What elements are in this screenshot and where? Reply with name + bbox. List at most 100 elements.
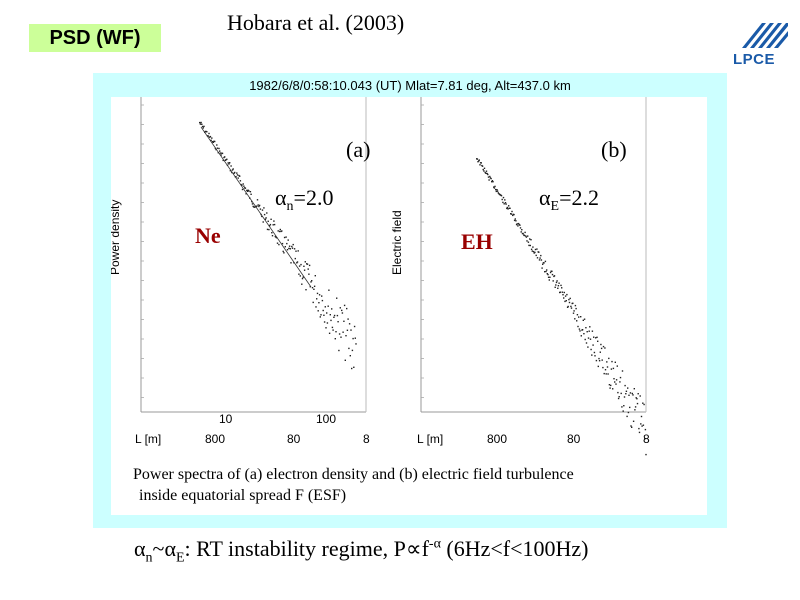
spectrum-point <box>318 302 320 304</box>
spectrum-point <box>308 273 310 275</box>
spectrum-point <box>625 393 627 395</box>
spectrum-point <box>274 235 276 238</box>
spectrum-point <box>268 228 270 231</box>
spectrum-point <box>624 384 626 387</box>
spectrum-point <box>620 392 622 395</box>
spectrum-point <box>212 141 214 143</box>
spectrum-point <box>284 246 286 248</box>
spectrum-point <box>249 191 252 193</box>
spectrum-point <box>599 351 601 353</box>
spectrum-point <box>621 406 623 408</box>
spectrum-point <box>323 314 325 316</box>
spectrum-point <box>263 213 266 216</box>
spectrum-point <box>298 265 301 267</box>
spectrum-point <box>615 379 618 381</box>
spectrum-point <box>540 259 543 261</box>
plot-b: Electric field (b) αE=2.2 EH L [m] 800 8… <box>390 97 650 456</box>
spectrum-point <box>601 359 603 361</box>
spectrum-point <box>614 361 616 363</box>
spectrum-point <box>279 228 281 231</box>
spectrum-point <box>547 273 549 276</box>
spectrum-point <box>627 411 630 414</box>
spectrum-point <box>479 162 482 164</box>
spectrum-point <box>576 320 578 322</box>
spectrum-point <box>589 326 591 328</box>
spectrum-point <box>604 369 607 371</box>
spectrum-point <box>251 200 253 203</box>
spectrum-point <box>200 121 202 124</box>
spectrum-point <box>634 409 636 411</box>
spectrum-point <box>342 331 344 333</box>
spectrum-point <box>313 288 315 290</box>
spectrum-point <box>266 212 268 214</box>
spectrum-point <box>610 368 613 370</box>
spectrum-point <box>224 159 227 161</box>
spectrum-point <box>306 263 309 265</box>
svg-text:100: 100 <box>316 412 336 426</box>
spectrum-point <box>341 312 344 314</box>
spectrum-point <box>214 140 216 143</box>
spectrum-point <box>608 384 611 386</box>
spectrum-point <box>574 318 576 320</box>
panel-b-label: (b) <box>601 137 627 162</box>
spectrum-point <box>495 190 497 193</box>
spectrum-point <box>505 203 507 205</box>
figure-panel: 1982/6/8/0:58:10.043 (UT) Mlat=7.81 deg,… <box>93 73 727 528</box>
spectrum-point <box>299 275 301 277</box>
spectrum-point <box>569 297 571 300</box>
spectrum-point <box>538 259 541 261</box>
figure-inner: Power density (a) αn=2.0 Ne 10 100 L [m]… <box>111 97 707 515</box>
spectrum-point <box>219 150 221 152</box>
spectrum-point <box>353 366 355 368</box>
spectrum-point <box>517 225 519 227</box>
panel-a-alpha: αn=2.0 <box>275 185 333 214</box>
spectrum-point <box>629 392 632 394</box>
spectrum-point <box>251 203 254 205</box>
spectrum-point <box>328 289 330 291</box>
spectrum-point <box>250 193 252 195</box>
spectrum-point <box>255 205 257 208</box>
spectrum-point <box>566 293 568 296</box>
spectrum-point <box>635 397 637 399</box>
spectrum-point <box>582 319 584 321</box>
spectrum-point <box>328 332 331 334</box>
spectrum-point <box>481 165 484 167</box>
spectrum-point <box>572 302 574 304</box>
spectrum-point <box>589 338 592 340</box>
spectrum-point <box>491 180 494 182</box>
spectrum-point <box>546 269 548 271</box>
spectrum-point <box>311 280 313 282</box>
spectrum-point <box>201 123 203 125</box>
figure-caption: Power spectra of (a) electron density an… <box>133 466 574 504</box>
spectrum-point <box>538 251 540 253</box>
spectrum-point <box>487 176 490 178</box>
spectrum-point <box>315 306 317 308</box>
spectrum-point <box>300 263 302 266</box>
spectrum-point <box>636 402 639 405</box>
spectrum-point <box>478 160 480 162</box>
spectrum-point <box>619 376 622 379</box>
spectrum-point <box>591 330 594 332</box>
spectrum-point <box>338 349 340 352</box>
spectrum-point <box>638 431 641 434</box>
spectrum-point <box>612 367 615 370</box>
svg-text:800: 800 <box>487 432 507 446</box>
spectrum-point <box>583 318 586 320</box>
spectrum-point <box>584 338 586 341</box>
spectrum-point <box>517 222 520 225</box>
spectrum-point <box>208 132 210 135</box>
spectrum-point <box>530 239 532 241</box>
spectrum-point <box>521 229 523 231</box>
spectrum-point <box>510 213 513 215</box>
spectrum-point <box>199 121 201 124</box>
spectrum-point <box>248 190 250 192</box>
spectrum-point <box>353 325 356 328</box>
spectrum-point <box>567 305 569 308</box>
spectrum-point <box>629 406 631 409</box>
spectrum-point <box>637 393 639 395</box>
svg-text:800: 800 <box>205 432 225 446</box>
spectrum-point <box>515 220 517 222</box>
spectrum-point <box>585 342 588 344</box>
spectrum-point <box>331 308 333 310</box>
spectrum-point <box>333 316 335 318</box>
